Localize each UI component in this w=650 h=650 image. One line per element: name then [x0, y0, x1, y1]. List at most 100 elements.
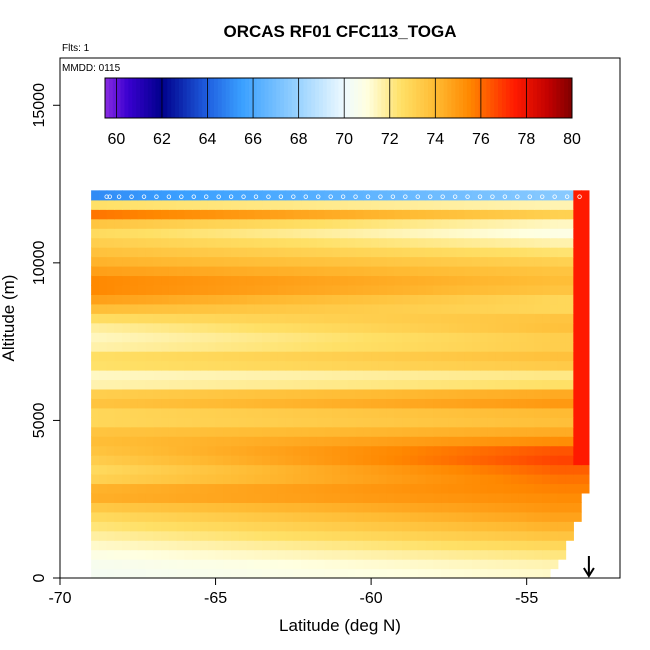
- heatmap-cell: [262, 521, 271, 532]
- colorbar-segment: [225, 78, 231, 118]
- heatmap-cell: [254, 199, 263, 210]
- heatmap-cell: [355, 530, 364, 541]
- heatmap-cell: [464, 464, 473, 475]
- heatmap-cell: [495, 190, 504, 201]
- heatmap-cell: [246, 417, 256, 428]
- heatmap-cell: [137, 294, 147, 305]
- heatmap-cell: [557, 237, 567, 248]
- heatmap-cell: [472, 275, 481, 286]
- heatmap-cell: [207, 540, 217, 551]
- heatmap-cell: [332, 474, 341, 485]
- heatmap-cell: [200, 322, 209, 333]
- heatmap-cell: [184, 398, 193, 409]
- heatmap-cell: [386, 474, 396, 485]
- heatmap-cell: [394, 379, 403, 390]
- heatmap-cell: [98, 530, 108, 541]
- heatmap-cell: [316, 436, 326, 447]
- heatmap-cell: [573, 398, 582, 409]
- colorbar-segment: [408, 78, 413, 118]
- colorbar-segment: [455, 78, 460, 118]
- heatmap-cell: [153, 266, 162, 277]
- heatmap-cell: [433, 474, 442, 485]
- heatmap-cell: [114, 521, 123, 532]
- heatmap-cell: [433, 407, 442, 418]
- heatmap-cell: [246, 502, 256, 513]
- heatmap-cell: [91, 445, 100, 456]
- heatmap-cell: [503, 511, 512, 522]
- heatmap-cell: [480, 407, 489, 418]
- heatmap-cell: [200, 445, 209, 456]
- heatmap-cell: [518, 228, 528, 239]
- heatmap-cell: [487, 483, 497, 494]
- heatmap-cell: [464, 218, 473, 229]
- heatmap-cell: [371, 464, 380, 475]
- colorbar-segment: [357, 78, 363, 118]
- heatmap-cell: [534, 492, 543, 503]
- heatmap-cell: [534, 474, 543, 485]
- heatmap-cell: [207, 549, 217, 560]
- heatmap-cell: [145, 351, 154, 362]
- heatmap-cell: [386, 228, 396, 239]
- heatmap-cell: [371, 388, 380, 399]
- heatmap-cell: [394, 218, 403, 229]
- heatmap-cell: [495, 521, 504, 532]
- heatmap-cell: [130, 303, 139, 314]
- heatmap-cell: [145, 237, 154, 248]
- heatmap-cell: [192, 303, 201, 314]
- heatmap-cell: [487, 445, 497, 456]
- heatmap-cell: [215, 426, 224, 437]
- track-point: [502, 194, 508, 199]
- heatmap-cell: [332, 521, 341, 532]
- heatmap-cell: [316, 464, 326, 475]
- heatmap-cell: [153, 388, 162, 399]
- heatmap-cell: [441, 436, 450, 447]
- heatmap-cell: [503, 426, 512, 437]
- heatmap-cell: [91, 284, 100, 295]
- heatmap-cell: [270, 209, 279, 220]
- heatmap-cell: [231, 549, 240, 560]
- heatmap-cell: [192, 540, 201, 551]
- heatmap-cell: [487, 455, 497, 466]
- heatmap-cell: [246, 218, 256, 229]
- heatmap-cell: [448, 568, 458, 579]
- heatmap-cell: [130, 228, 139, 239]
- heatmap-cell: [262, 474, 271, 485]
- heatmap-cell: [137, 559, 147, 570]
- heatmap-cell: [557, 199, 567, 210]
- heatmap-cell: [340, 313, 349, 324]
- heatmap-cell: [277, 360, 287, 371]
- heatmap-cell: [503, 190, 512, 201]
- heatmap-cell: [347, 388, 357, 399]
- heatmap-cell: [106, 294, 116, 305]
- heatmap-cell: [518, 464, 528, 475]
- heatmap-cell: [386, 218, 396, 229]
- heatmap-cell: [394, 388, 403, 399]
- heatmap-cell: [231, 351, 240, 362]
- heatmap-cell: [425, 209, 434, 220]
- track-point: [452, 194, 458, 199]
- heatmap-cell: [98, 228, 108, 239]
- heatmap-cell: [200, 284, 209, 295]
- heatmap-cell: [153, 559, 162, 570]
- heatmap-cell: [394, 237, 403, 248]
- heatmap-cell: [347, 436, 357, 447]
- heatmap-cell: [270, 455, 279, 466]
- heatmap-cell: [581, 218, 590, 229]
- colorbar-segment: [381, 78, 386, 118]
- heatmap-cell: [153, 530, 162, 541]
- heatmap-cell: [316, 256, 326, 267]
- heatmap-cell: [285, 332, 294, 343]
- heatmap-cell: [394, 398, 403, 409]
- heatmap-cell: [371, 341, 380, 352]
- heatmap-cell: [542, 549, 551, 560]
- colorbar-segment: [494, 78, 499, 118]
- heatmap-cell: [238, 540, 248, 551]
- heatmap-cell: [581, 341, 590, 352]
- heatmap-cell: [145, 521, 154, 532]
- heatmap-cell: [487, 275, 497, 286]
- heatmap-cell: [301, 455, 310, 466]
- heatmap-cell: [402, 492, 411, 503]
- heatmap-cell: [122, 407, 131, 418]
- heatmap-cell: [231, 370, 240, 381]
- heatmap-cell: [363, 436, 372, 447]
